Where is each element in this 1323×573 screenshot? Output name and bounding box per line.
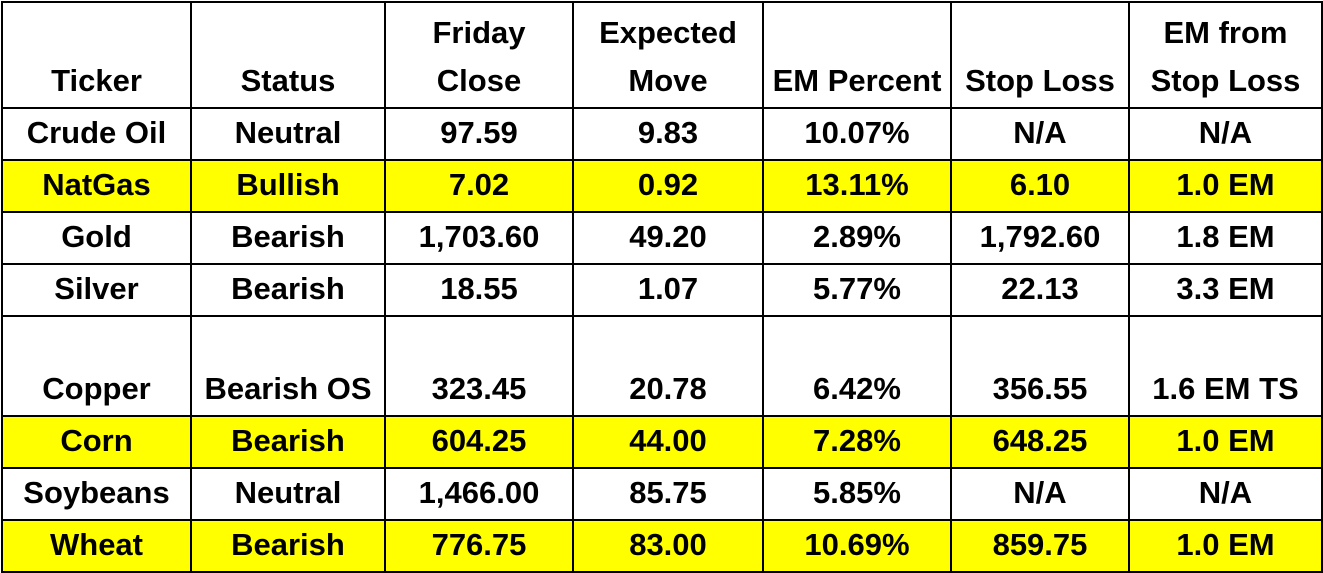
cell-ticker: NatGas bbox=[1, 159, 192, 213]
table-row: Copper Bearish OS 323.45 20.78 6.42% 356… bbox=[1, 315, 1323, 417]
cell-expected-move: 0.92 bbox=[572, 159, 764, 213]
cell-em-from-stop-loss: 1.0 EM bbox=[1128, 159, 1323, 213]
header-em-from-stop-loss: EM from Stop Loss bbox=[1128, 1, 1323, 109]
cell-expected-move: 49.20 bbox=[572, 211, 764, 265]
cell-status: Bullish bbox=[190, 159, 386, 213]
cell-stop-loss: N/A bbox=[950, 107, 1130, 161]
cell-friday-close: 1,466.00 bbox=[384, 467, 574, 521]
cell-expected-move: 20.78 bbox=[572, 315, 764, 417]
cell-ticker: Silver bbox=[1, 263, 192, 317]
cell-status: Bearish bbox=[190, 519, 386, 573]
header-em-percent: EM Percent bbox=[762, 1, 952, 109]
cell-em-percent: 6.42% bbox=[762, 315, 952, 417]
cell-em-percent: 10.07% bbox=[762, 107, 952, 161]
cell-status: Bearish bbox=[190, 415, 386, 469]
cell-ticker: Corn bbox=[1, 415, 192, 469]
cell-friday-close: 18.55 bbox=[384, 263, 574, 317]
cell-status: Bearish OS bbox=[190, 315, 386, 417]
header-ticker: Ticker bbox=[1, 1, 192, 109]
cell-expected-move: 44.00 bbox=[572, 415, 764, 469]
cell-stop-loss: 648.25 bbox=[950, 415, 1130, 469]
cell-status: Neutral bbox=[190, 467, 386, 521]
cell-em-from-stop-loss: N/A bbox=[1128, 107, 1323, 161]
cell-em-percent: 2.89% bbox=[762, 211, 952, 265]
table-row: Corn Bearish 604.25 44.00 7.28% 648.25 1… bbox=[1, 415, 1323, 469]
cell-stop-loss: 6.10 bbox=[950, 159, 1130, 213]
header-status: Status bbox=[190, 1, 386, 109]
table-row: NatGas Bullish 7.02 0.92 13.11% 6.10 1.0… bbox=[1, 159, 1323, 213]
cell-stop-loss: 859.75 bbox=[950, 519, 1130, 573]
table-row: Soybeans Neutral 1,466.00 85.75 5.85% N/… bbox=[1, 467, 1323, 521]
cell-status: Bearish bbox=[190, 211, 386, 265]
header-stop-loss: Stop Loss bbox=[950, 1, 1130, 109]
cell-em-percent: 7.28% bbox=[762, 415, 952, 469]
cell-expected-move: 1.07 bbox=[572, 263, 764, 317]
cell-friday-close: 604.25 bbox=[384, 415, 574, 469]
cell-em-percent: 5.77% bbox=[762, 263, 952, 317]
cell-friday-close: 1,703.60 bbox=[384, 211, 574, 265]
cell-em-from-stop-loss: 1.6 EM TS bbox=[1128, 315, 1323, 417]
cell-ticker: Wheat bbox=[1, 519, 192, 573]
cell-stop-loss: 356.55 bbox=[950, 315, 1130, 417]
cell-friday-close: 7.02 bbox=[384, 159, 574, 213]
cell-em-from-stop-loss: N/A bbox=[1128, 467, 1323, 521]
cell-friday-close: 97.59 bbox=[384, 107, 574, 161]
header-expected-move: Expected Move bbox=[572, 1, 764, 109]
cell-stop-loss: 22.13 bbox=[950, 263, 1130, 317]
cell-ticker: Gold bbox=[1, 211, 192, 265]
cell-ticker: Soybeans bbox=[1, 467, 192, 521]
cell-stop-loss: 1,792.60 bbox=[950, 211, 1130, 265]
cell-em-percent: 13.11% bbox=[762, 159, 952, 213]
table-row: Crude Oil Neutral 97.59 9.83 10.07% N/A … bbox=[1, 107, 1323, 161]
cell-em-percent: 5.85% bbox=[762, 467, 952, 521]
cell-friday-close: 776.75 bbox=[384, 519, 574, 573]
cell-expected-move: 85.75 bbox=[572, 467, 764, 521]
table-row: Wheat Bearish 776.75 83.00 10.69% 859.75… bbox=[1, 519, 1323, 573]
cell-stop-loss: N/A bbox=[950, 467, 1130, 521]
cell-ticker: Crude Oil bbox=[1, 107, 192, 161]
cell-ticker: Copper bbox=[1, 315, 192, 417]
cell-friday-close: 323.45 bbox=[384, 315, 574, 417]
cell-expected-move: 9.83 bbox=[572, 107, 764, 161]
cell-status: Bearish bbox=[190, 263, 386, 317]
cell-em-from-stop-loss: 3.3 EM bbox=[1128, 263, 1323, 317]
table-row: Silver Bearish 18.55 1.07 5.77% 22.13 3.… bbox=[1, 263, 1323, 317]
cell-em-from-stop-loss: 1.0 EM bbox=[1128, 415, 1323, 469]
header-row: Ticker Status Friday Close Expected Move… bbox=[1, 1, 1323, 109]
cell-expected-move: 83.00 bbox=[572, 519, 764, 573]
header-friday-close: Friday Close bbox=[384, 1, 574, 109]
table-row: Gold Bearish 1,703.60 49.20 2.89% 1,792.… bbox=[1, 211, 1323, 265]
cell-em-from-stop-loss: 1.8 EM bbox=[1128, 211, 1323, 265]
cell-em-from-stop-loss: 1.0 EM bbox=[1128, 519, 1323, 573]
cell-status: Neutral bbox=[190, 107, 386, 161]
cell-em-percent: 10.69% bbox=[762, 519, 952, 573]
